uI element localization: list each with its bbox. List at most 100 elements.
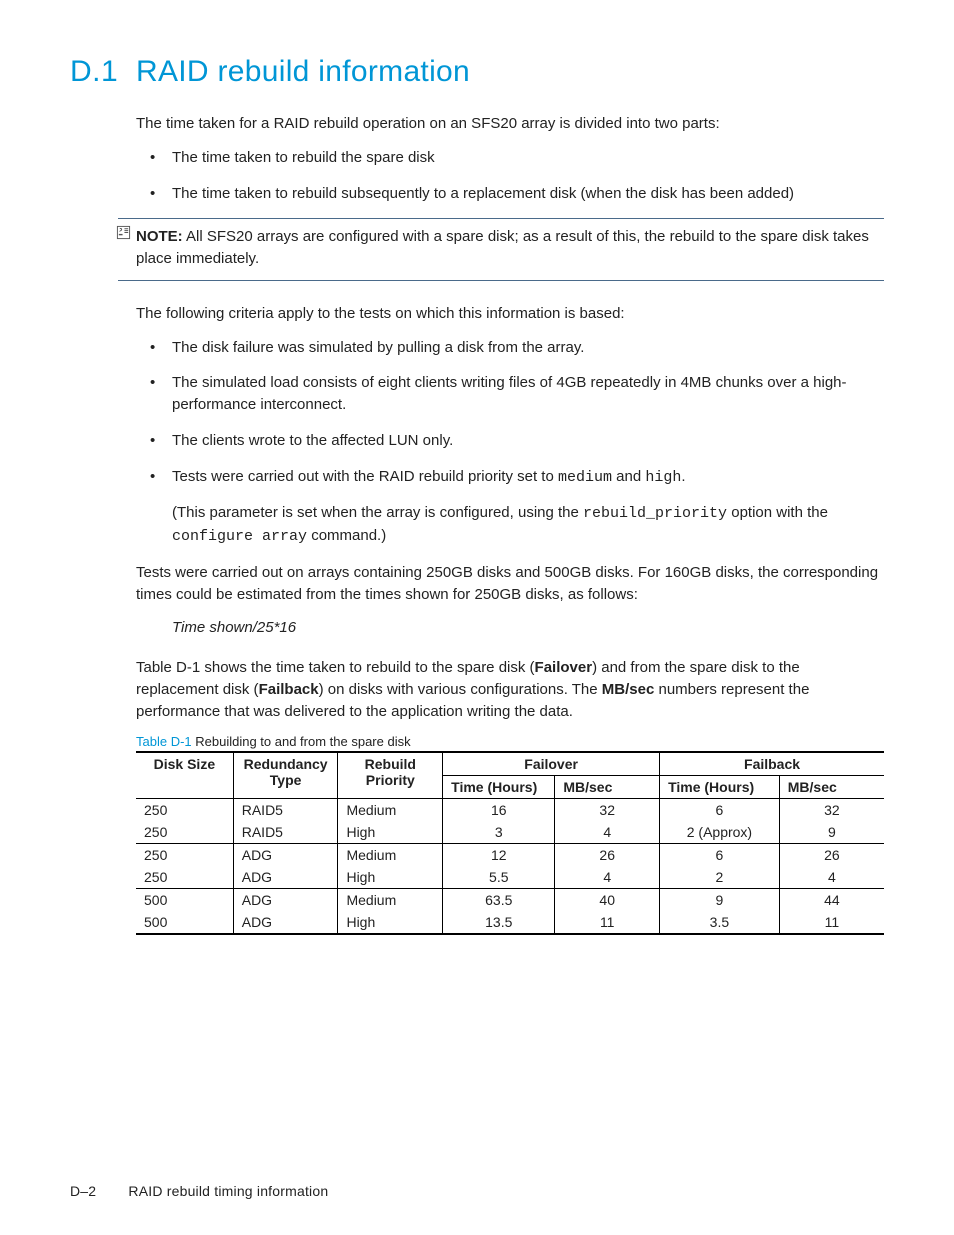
- col-failback-time: Time (Hours): [660, 776, 780, 799]
- table-cell: 26: [779, 844, 884, 867]
- table-cell: 12: [443, 844, 555, 867]
- list-item: The time taken to rebuild the spare disk: [136, 147, 884, 169]
- col-failback: Failback: [660, 752, 884, 776]
- intro-paragraph: The time taken for a RAID rebuild operat…: [136, 113, 884, 135]
- table-cell: 32: [779, 799, 884, 822]
- table-intro: Table D-1 shows the time taken to rebuil…: [136, 657, 884, 722]
- intro-bullet-list: The time taken to rebuild the spare disk…: [136, 147, 884, 205]
- formula: Time shown/25*16: [172, 617, 884, 639]
- footer-title: RAID rebuild timing information: [128, 1183, 328, 1199]
- note-icon: [116, 225, 131, 240]
- table-cell: 40: [555, 889, 660, 912]
- table-row: 250RAID5Medium1632632: [136, 799, 884, 822]
- table-cell: 4: [555, 821, 660, 844]
- table-row: 250ADGMedium1226626: [136, 844, 884, 867]
- list-item: Tests were carried out with the RAID reb…: [136, 466, 884, 489]
- table-row: 500ADGHigh13.5113.511: [136, 911, 884, 934]
- table-cell: 250: [136, 866, 233, 889]
- text-fragment: Tests were carried out with the RAID reb…: [172, 468, 558, 485]
- table-cell: 250: [136, 799, 233, 822]
- table-cell: RAID5: [233, 799, 338, 822]
- table-cell: 500: [136, 911, 233, 934]
- table-cell: ADG: [233, 889, 338, 912]
- caption-label: Table D-1: [136, 734, 192, 749]
- page-number: D–2: [70, 1183, 96, 1199]
- note-label: NOTE:: [136, 228, 183, 245]
- list-item: The simulated load consists of eight cli…: [136, 372, 884, 416]
- table-cell: 63.5: [443, 889, 555, 912]
- page-footer: D–2 RAID rebuild timing information: [70, 1183, 328, 1199]
- col-failover-time: Time (Hours): [443, 776, 555, 799]
- table-cell: 3: [443, 821, 555, 844]
- text-fragment: Table D-1 shows the time taken to rebuil…: [136, 659, 535, 676]
- note-body: All SFS20 arrays are configured with a s…: [136, 228, 869, 267]
- table-cell: Medium: [338, 799, 443, 822]
- list-item: The clients wrote to the affected LUN on…: [136, 430, 884, 452]
- col-priority: Rebuild Priority: [338, 752, 443, 799]
- col-failback-mbsec: MB/sec: [779, 776, 884, 799]
- heading-number: D.1: [70, 55, 136, 89]
- table-cell: 4: [555, 866, 660, 889]
- code-text: configure array: [172, 528, 307, 545]
- table-row: 500ADGMedium63.540944: [136, 889, 884, 912]
- note-text: NOTE: All SFS20 arrays are configured wi…: [118, 226, 884, 270]
- table-cell: RAID5: [233, 821, 338, 844]
- text-fragment: (This parameter is set when the array is…: [172, 504, 583, 521]
- criteria-list: The disk failure was simulated by pullin…: [136, 337, 884, 489]
- page: D.1 RAID rebuild information The time ta…: [0, 0, 954, 1235]
- col-failover-mbsec: MB/sec: [555, 776, 660, 799]
- table-cell: 4: [779, 866, 884, 889]
- table-cell: 44: [779, 889, 884, 912]
- table-caption: Table D-1 Rebuilding to and from the spa…: [136, 734, 884, 749]
- caption-text: Rebuilding to and from the spare disk: [192, 734, 411, 749]
- table-cell: 11: [555, 911, 660, 934]
- col-redundancy: Redundancy Type: [233, 752, 338, 799]
- table-row: 250RAID5High342 (Approx)9: [136, 821, 884, 844]
- table-cell: 3.5: [660, 911, 780, 934]
- table-cell: ADG: [233, 911, 338, 934]
- list-item: The time taken to rebuild subsequently t…: [136, 183, 884, 205]
- table-cell: 9: [660, 889, 780, 912]
- bold-text: MB/sec: [602, 681, 655, 698]
- text-fragment: ) on disks with various configurations. …: [319, 681, 602, 698]
- table-cell: 2: [660, 866, 780, 889]
- table-cell: 26: [555, 844, 660, 867]
- table-cell: 500: [136, 889, 233, 912]
- table-cell: 5.5: [443, 866, 555, 889]
- table-cell: 16: [443, 799, 555, 822]
- table-cell: 2 (Approx): [660, 821, 780, 844]
- heading-title: RAID rebuild information: [136, 55, 470, 89]
- bold-text: Failover: [535, 659, 593, 676]
- content-body: The time taken for a RAID rebuild operat…: [136, 113, 884, 935]
- table-cell: High: [338, 866, 443, 889]
- table-cell: 11: [779, 911, 884, 934]
- section-heading: D.1 RAID rebuild information: [70, 55, 884, 89]
- text-fragment: and: [612, 468, 645, 485]
- col-disk-size: Disk Size: [136, 752, 233, 799]
- table-body: 250RAID5Medium1632632250RAID5High342 (Ap…: [136, 799, 884, 935]
- table-cell: Medium: [338, 844, 443, 867]
- table-cell: ADG: [233, 866, 338, 889]
- raid-rebuild-table: Disk Size Redundancy Type Rebuild Priori…: [136, 751, 884, 935]
- table-cell: High: [338, 911, 443, 934]
- tests-note: Tests were carried out on arrays contain…: [136, 562, 884, 606]
- table-cell: 250: [136, 844, 233, 867]
- table-row: 250ADGHigh5.5424: [136, 866, 884, 889]
- table-cell: 32: [555, 799, 660, 822]
- table-cell: 9: [779, 821, 884, 844]
- code-text: rebuild_priority: [583, 505, 727, 522]
- table-cell: ADG: [233, 844, 338, 867]
- list-item: The disk failure was simulated by pullin…: [136, 337, 884, 359]
- text-fragment: option with the: [727, 504, 828, 521]
- table-cell: 250: [136, 821, 233, 844]
- text-fragment: .: [681, 468, 685, 485]
- code-text: medium: [558, 469, 612, 486]
- criteria-intro: The following criteria apply to the test…: [136, 303, 884, 325]
- code-text: high: [645, 469, 681, 486]
- table-cell: 13.5: [443, 911, 555, 934]
- sub-paragraph: (This parameter is set when the array is…: [172, 502, 884, 548]
- table-cell: 6: [660, 844, 780, 867]
- col-failover: Failover: [443, 752, 660, 776]
- table-cell: Medium: [338, 889, 443, 912]
- table-cell: High: [338, 821, 443, 844]
